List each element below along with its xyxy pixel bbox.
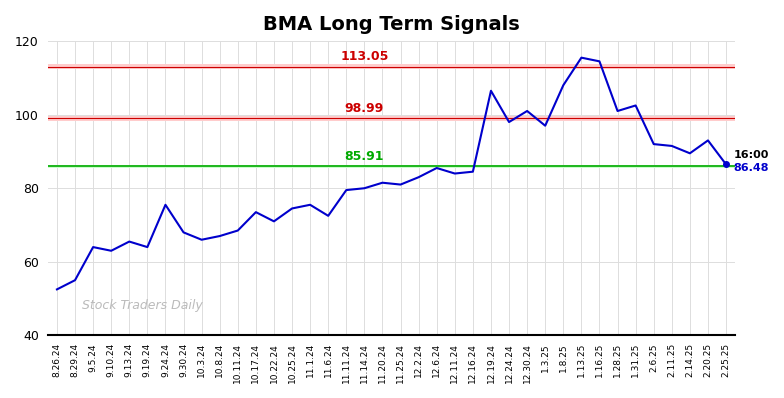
Text: 85.91: 85.91 (345, 150, 384, 163)
Title: BMA Long Term Signals: BMA Long Term Signals (263, 15, 520, 34)
Text: 98.99: 98.99 (345, 102, 384, 115)
Text: Stock Traders Daily: Stock Traders Daily (82, 299, 203, 312)
Text: 86.48: 86.48 (733, 163, 769, 173)
Bar (48, 116, 735, 121)
Bar (48, 165, 735, 168)
Text: 113.05: 113.05 (340, 50, 389, 63)
Bar (48, 64, 735, 69)
Text: 16:00: 16:00 (733, 150, 768, 160)
